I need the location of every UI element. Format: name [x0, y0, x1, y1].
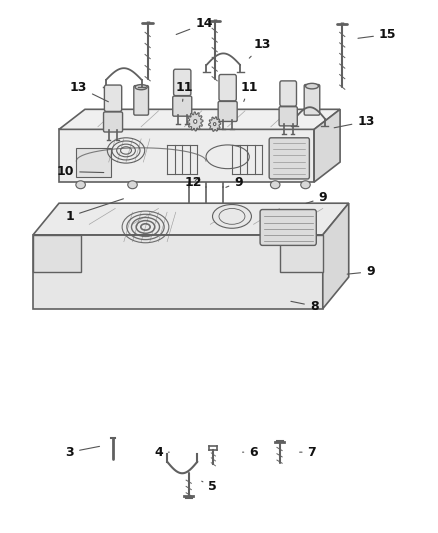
Text: 9: 9 [306, 191, 327, 205]
Text: 13: 13 [334, 115, 375, 128]
Ellipse shape [212, 205, 251, 228]
Text: 1: 1 [65, 199, 124, 223]
FancyBboxPatch shape [260, 209, 316, 245]
Ellipse shape [305, 83, 318, 89]
Text: 6: 6 [243, 446, 258, 459]
Polygon shape [76, 148, 111, 177]
Polygon shape [314, 109, 340, 182]
Text: 15: 15 [358, 28, 396, 41]
Text: 7: 7 [300, 446, 316, 459]
Text: 11: 11 [176, 80, 193, 101]
Ellipse shape [301, 181, 310, 189]
Text: 10: 10 [57, 165, 104, 178]
FancyBboxPatch shape [173, 69, 191, 95]
FancyBboxPatch shape [280, 81, 297, 106]
FancyBboxPatch shape [173, 96, 192, 116]
Polygon shape [33, 203, 349, 235]
Ellipse shape [194, 119, 197, 123]
Text: 13: 13 [249, 38, 271, 58]
Polygon shape [279, 235, 323, 272]
Ellipse shape [128, 181, 137, 189]
Text: 12: 12 [184, 175, 202, 189]
Text: 9: 9 [347, 265, 374, 278]
Polygon shape [59, 130, 314, 182]
Polygon shape [323, 203, 349, 309]
FancyBboxPatch shape [219, 75, 236, 101]
Ellipse shape [135, 85, 147, 90]
FancyBboxPatch shape [269, 138, 309, 179]
Polygon shape [208, 117, 221, 131]
Polygon shape [33, 235, 81, 272]
Text: 14: 14 [176, 18, 212, 35]
Ellipse shape [270, 181, 280, 189]
Ellipse shape [76, 181, 85, 189]
FancyBboxPatch shape [134, 86, 148, 115]
FancyBboxPatch shape [304, 85, 320, 115]
Text: 5: 5 [202, 480, 217, 494]
Text: 9: 9 [226, 175, 243, 189]
Text: 8: 8 [291, 300, 318, 312]
Text: 11: 11 [240, 80, 258, 101]
Text: 4: 4 [154, 446, 169, 459]
FancyBboxPatch shape [279, 107, 297, 126]
Text: 13: 13 [70, 80, 108, 102]
Ellipse shape [213, 123, 216, 126]
Polygon shape [59, 109, 340, 130]
FancyBboxPatch shape [103, 112, 123, 132]
FancyBboxPatch shape [104, 85, 122, 111]
FancyBboxPatch shape [218, 101, 237, 122]
Text: 3: 3 [66, 446, 99, 459]
Polygon shape [33, 235, 323, 309]
Polygon shape [187, 112, 203, 131]
